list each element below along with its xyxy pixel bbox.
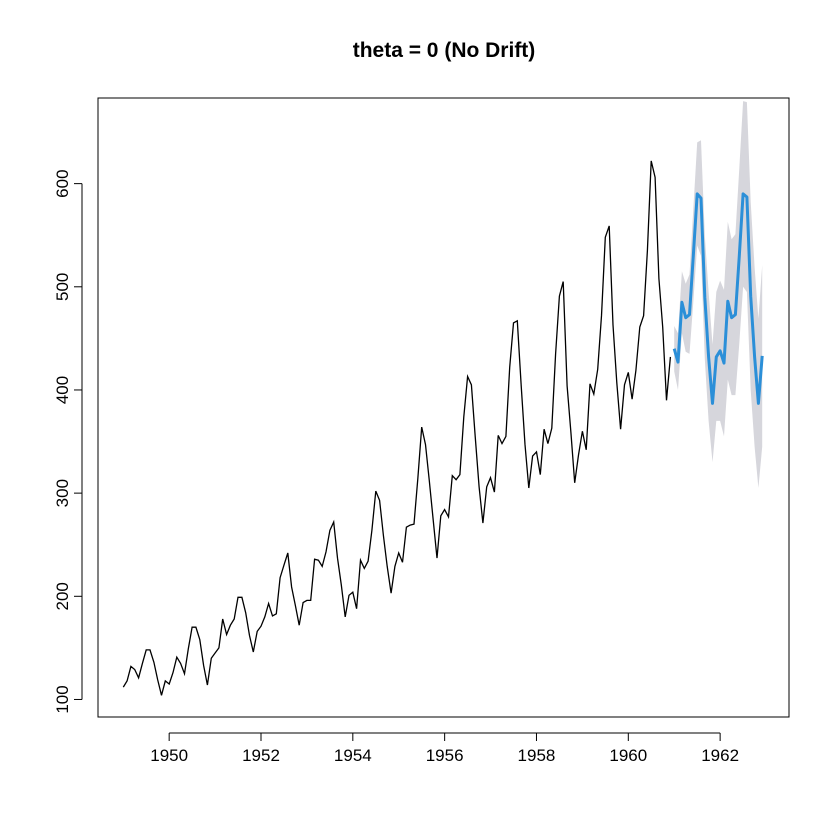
observed-series-line [122,160,672,696]
y-tick-label: 100 [53,685,72,713]
y-tick-label: 600 [53,169,72,197]
x-tick-label: 1958 [518,746,556,765]
chart-title: theta = 0 (No Drift) [353,39,536,62]
x-tick-label: 1950 [150,746,188,765]
x-tick-label: 1952 [242,746,280,765]
x-tick-label: 1960 [609,746,647,765]
plot-frame [97,97,790,718]
x-tick-label: 1962 [701,746,739,765]
y-tick-label: 300 [53,479,72,507]
x-tick-label: 1956 [426,746,464,765]
axes: 1950 1952 1954 1956 1958 1960 1962 100 200 300 400… [53,97,790,765]
forecast-interval-band [674,101,763,488]
y-tick-label: 400 [53,376,72,404]
plot-area [122,101,764,696]
y-tick-label: 500 [53,273,72,301]
x-tick-label: 1954 [334,746,372,765]
forecast-mean-line [672,192,764,405]
y-tick-label: 200 [53,582,72,610]
